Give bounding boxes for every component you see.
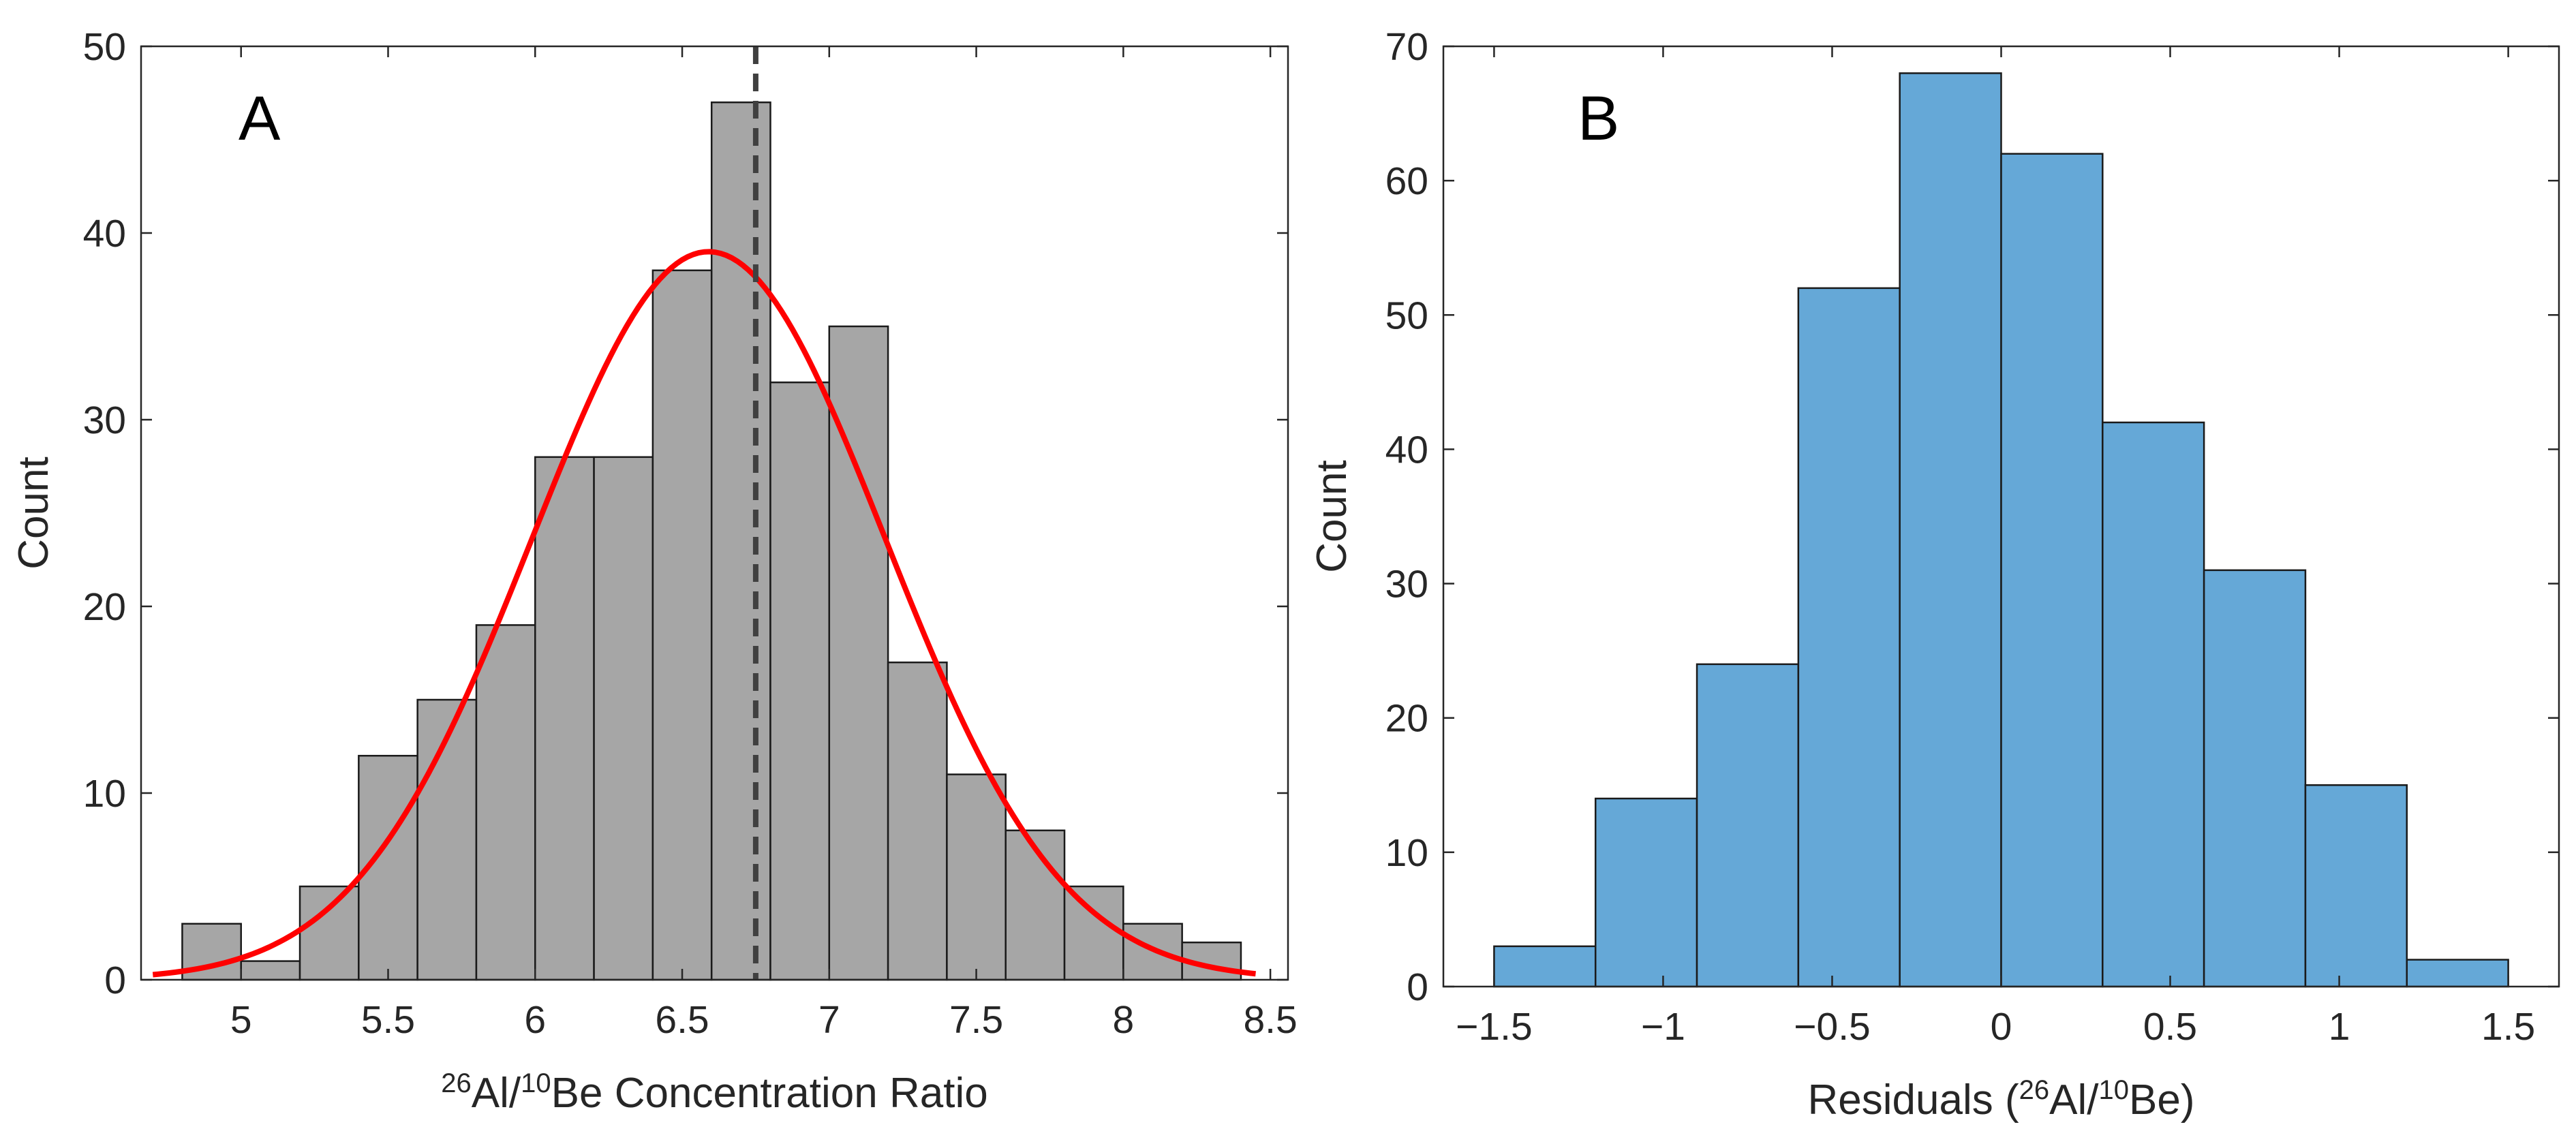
x-tick-label: −1: [1641, 1005, 1685, 1049]
normal-fit-curve: [152, 249, 1256, 978]
x-tick-label: 6: [524, 998, 546, 1042]
x-axis-label: 26Al/10Be Concentration Ratio: [441, 1068, 987, 1117]
x-axis-label: Residuals (26Al/10Be): [1808, 1075, 2195, 1124]
histogram-bar: [240, 960, 301, 981]
histogram-bar: [1797, 287, 1901, 988]
x-tick-label: 5: [230, 998, 252, 1042]
x-tick-label: −0.5: [1794, 1005, 1871, 1049]
histogram-bar: [2406, 959, 2509, 988]
y-axis-label: Count: [1308, 460, 1355, 572]
y-tick-label: 60: [1385, 159, 1428, 203]
histogram-bar: [298, 885, 360, 981]
x-tick-label: 1: [2329, 1005, 2350, 1049]
chart-a: 5 5.5 6 6.5 7 7.5 8 8.5 0 10 20 30 40 50 Count 26Al/10B…: [10, 25, 1298, 1117]
y-tick-label: 30: [83, 399, 126, 442]
histogram-bar: [828, 325, 889, 981]
y-tick-label: 50: [83, 25, 126, 69]
histogram-bar: [1493, 945, 1597, 988]
histogram-bar: [1899, 72, 2002, 988]
y-tick-label: 0: [1407, 965, 1428, 1009]
histogram-bar: [946, 773, 1007, 981]
histogram-bar: [2000, 153, 2104, 988]
histogram-bar: [475, 624, 536, 981]
y-tick-label: 20: [1385, 697, 1428, 741]
histogram-bar: [769, 381, 831, 981]
histogram-bar: [887, 661, 948, 981]
histogram-bar: [1696, 663, 1800, 988]
y-tick-label: 30: [1385, 563, 1428, 606]
y-tick-label: 50: [1385, 294, 1428, 337]
axes-box: [140, 45, 1289, 981]
y-tick-label: 20: [83, 585, 126, 629]
y-tick-label: 0: [104, 959, 126, 1002]
histogram-bar: [416, 698, 478, 981]
y-tick-label: 10: [83, 772, 126, 816]
y-tick-label: 40: [83, 212, 126, 255]
x-tick-label: −1.5: [1456, 1005, 1533, 1049]
x-tick-label: 8.5: [1243, 998, 1297, 1042]
histogram-bar: [710, 101, 771, 981]
histogram-bar: [593, 456, 654, 981]
panel-label: A: [239, 84, 281, 153]
x-tick-label: 1.5: [2481, 1005, 2535, 1049]
histogram-bar: [2203, 569, 2307, 988]
y-tick-label: 40: [1385, 428, 1428, 471]
histogram-bar: [2102, 421, 2205, 988]
histogram-bar: [2304, 784, 2408, 988]
histogram-bar: [1594, 797, 1698, 988]
x-tick-label: 0.5: [2143, 1005, 2197, 1049]
panel-label: B: [1578, 84, 1619, 153]
x-tick-label: 8: [1112, 998, 1134, 1042]
histogram-bar: [1063, 885, 1124, 981]
y-tick-label: 10: [1385, 831, 1428, 875]
x-tick-label: 6.5: [655, 998, 709, 1042]
y-tick-label: 70: [1385, 25, 1428, 69]
x-tick-label: 7.5: [949, 998, 1003, 1042]
x-tick-label: 7: [818, 998, 840, 1042]
histogram-bar: [534, 456, 595, 981]
y-axis-label: Count: [10, 456, 57, 569]
x-tick-label: 0: [1991, 1005, 2012, 1049]
chart-b: −1.5 −1 −0.5 0 0.5 1 1.5 0 10 20 30 40 50 60 70 Count Re…: [1308, 25, 2560, 1124]
histogram-bar: [651, 269, 713, 981]
x-tick-label: 5.5: [361, 998, 415, 1042]
